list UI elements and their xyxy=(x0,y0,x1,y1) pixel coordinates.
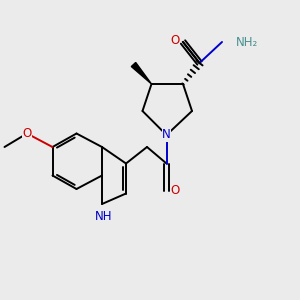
Text: O: O xyxy=(22,127,32,140)
Text: NH₂: NH₂ xyxy=(236,35,258,49)
Text: N: N xyxy=(162,128,171,142)
Text: NH: NH xyxy=(95,210,112,223)
Text: O: O xyxy=(170,34,179,47)
Text: O: O xyxy=(170,184,179,197)
Polygon shape xyxy=(131,62,152,84)
